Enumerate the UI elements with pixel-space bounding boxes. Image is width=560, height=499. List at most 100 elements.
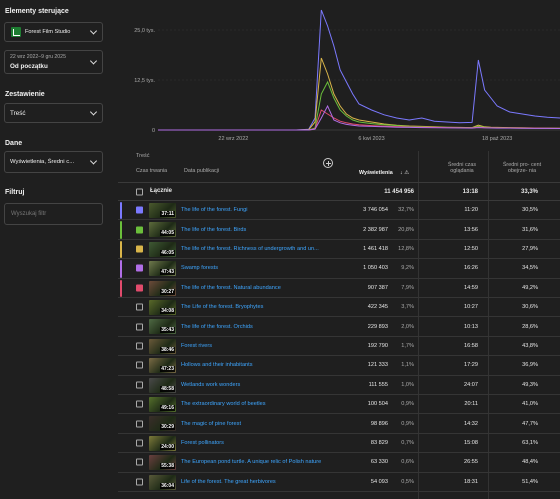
video-title-link[interactable]: The extraordinary world of beetles [181, 401, 266, 408]
series-line [158, 9, 560, 131]
row-checkbox[interactable] [136, 245, 143, 253]
row-checkbox[interactable] [136, 478, 143, 486]
row-checkbox[interactable] [136, 264, 143, 272]
video-title-link[interactable]: Forest pollinators [181, 439, 224, 446]
table-row[interactable]: 47:43 Swamp forests 1 050 403 9,2% 16:26 34,5… [118, 259, 560, 279]
video-thumbnail[interactable]: 30:29 [149, 416, 176, 432]
video-thumbnail[interactable]: 37:11 [149, 203, 176, 218]
video-title-link[interactable]: The life of the forest. Fungi [181, 207, 248, 214]
date-range-label: Od początku [10, 63, 48, 70]
row-checkbox[interactable] [136, 361, 143, 369]
video-thumbnail[interactable]: 24:00 [149, 435, 176, 451]
video-thumbnail[interactable]: 55:38 [149, 455, 176, 471]
table-row[interactable]: 35:43 The life of the forest. Orchids 229 … [118, 317, 560, 337]
add-column-icon[interactable] [323, 158, 333, 168]
metrics-selector[interactable]: Wyświetlenia, Średni c... [4, 151, 103, 173]
table-row[interactable]: 48:58 Wetlands work wonders 111 555 1,0% 24:… [118, 376, 560, 395]
header-avg-time[interactable]: Średni czas oglądania [447, 162, 477, 174]
date-range-selector[interactable]: 22 wrz 2022–9 gru 2025 Od początku [4, 50, 103, 74]
table-row[interactable]: 37:11 The life of the forest. Fungi 3 746 … [118, 201, 560, 221]
row-checkbox[interactable] [136, 226, 143, 234]
row-checkbox[interactable] [136, 342, 143, 350]
table-row[interactable]: 49:16 The extraordinary world of beetles 1… [118, 395, 560, 415]
video-thumbnail[interactable]: 47:23 [149, 358, 176, 374]
video-thumbnail[interactable]: 44:05 [149, 222, 176, 238]
table-column-headers: Czas trwania Data publikacji Wyświetleni… [118, 158, 560, 183]
row-checkbox[interactable] [136, 458, 143, 466]
row-checkbox[interactable] [136, 439, 143, 447]
video-thumbnail[interactable]: 49:16 [149, 397, 176, 412]
row-checkbox[interactable] [136, 284, 143, 292]
row-checkbox[interactable] [136, 420, 143, 428]
metrics-value: Wyświetlenia, Średni c... [10, 159, 75, 165]
row-avg-time: 14:32 [464, 420, 478, 427]
video-thumbnail[interactable]: 35:43 [149, 319, 176, 335]
table-row[interactable]: 44:05 The life of the forest. Birds 2 382 … [118, 220, 560, 240]
video-title-link[interactable]: The European pond turtle. A unique relic… [181, 459, 322, 466]
video-title-link[interactable]: The life of the forest. Orchids [181, 323, 253, 330]
row-views: 3 746 054 [363, 207, 388, 214]
video-title-link[interactable]: The magic of pine forest [181, 420, 242, 427]
channel-selector[interactable]: Forest Film Studio [4, 22, 103, 42]
row-views-share: 9,2% [401, 265, 414, 272]
row-checkbox[interactable] [136, 400, 143, 408]
video-title-link[interactable]: Swamp forests [181, 265, 218, 272]
table-row[interactable]: 30:27 The life of the forest. Natural abu… [118, 279, 560, 298]
video-thumbnail[interactable]: 38:46 [149, 338, 176, 354]
table-row[interactable]: 24:00 Forest pollinators 83 829 0,7% 15:08 63… [118, 434, 560, 454]
row-checkbox[interactable] [136, 323, 143, 331]
table-row[interactable]: 34:08 The Life of the forest. Bryophytes 4… [118, 298, 560, 318]
select-all-checkbox[interactable] [136, 188, 143, 195]
video-title-link[interactable]: The life of the forest. Birds [181, 226, 247, 233]
video-thumbnail[interactable]: 36:04 [149, 474, 176, 490]
row-avg-pct: 34,5% [522, 265, 538, 272]
video-thumbnail[interactable]: 48:58 [149, 377, 176, 393]
data-title: Dane [5, 140, 23, 147]
video-thumbnail[interactable]: 46:05 [149, 241, 176, 257]
video-title-link[interactable]: Wetlands work wonders [181, 381, 241, 388]
sort-arrow-icon[interactable]: ↓ ⚠ [400, 170, 410, 176]
row-views-share: 3,7% [401, 304, 414, 311]
row-views: 83 829 [370, 439, 388, 446]
video-title-link[interactable]: Life of the forest. The great herbivores [181, 478, 276, 485]
header-avg-pct[interactable]: Średni pro- cent obejrze- nia [502, 162, 542, 174]
row-avg-time: 20:11 [464, 401, 478, 408]
header-duration[interactable]: Czas trwania [136, 168, 168, 174]
table-row[interactable]: 55:38 The European pond turtle. A unique … [118, 453, 560, 473]
filter-input[interactable]: Wyszukaj filtr [4, 203, 103, 225]
row-views: 2 382 987 [363, 226, 388, 233]
row-checkbox[interactable] [136, 206, 143, 214]
row-avg-time: 13:56 [464, 226, 478, 233]
table-row[interactable]: 47:23 Hollows and their inhabitants 121 33… [118, 356, 560, 376]
video-duration: 36:04 [160, 482, 175, 489]
header-published[interactable]: Data publikacji [184, 168, 220, 174]
video-title-link[interactable]: Forest rivers [181, 342, 213, 349]
line-chart: 25,0 tys. 12,5 tys. 0 22 wrz 2022 6 kwi 2023… [134, 9, 560, 142]
video-title-link[interactable]: The life of the forest. Richness of unde… [181, 245, 319, 252]
table-row[interactable]: 30:29 The magic of pine forest 98 896 0,9% 1… [118, 414, 560, 434]
row-avg-pct: 36,9% [522, 362, 538, 369]
video-duration: 48:58 [160, 385, 175, 392]
row-avg-pct: 43,8% [522, 342, 538, 349]
video-thumbnail[interactable]: 30:27 [149, 280, 176, 296]
video-title-link[interactable]: Hollows and their inhabitants [181, 362, 253, 369]
video-duration: 47:43 [160, 269, 175, 276]
table-row[interactable]: 36:04 Life of the forest. The great herbi… [118, 473, 560, 492]
date-range-dates: 22 wrz 2022–9 gru 2025 [10, 54, 66, 60]
breakdown-selector[interactable]: Treść [4, 103, 103, 123]
table-row[interactable]: 38:46 Forest rivers 192 790 1,7% 16:58 43,8% [118, 337, 560, 357]
row-views-share: 1,0% [401, 381, 414, 388]
table-row[interactable]: 46:05 The life of the forest. Richness of… [118, 240, 560, 260]
row-avg-time: 14:59 [464, 284, 478, 291]
total-avg-pct: 33,3% [520, 188, 538, 195]
row-views: 100 504 [367, 401, 388, 408]
video-title-link[interactable]: The life of the forest. Natural abundanc… [181, 284, 281, 291]
header-views[interactable]: Wyświetlenia [359, 170, 393, 176]
video-title-link[interactable]: The Life of the forest. Bryophytes [181, 304, 264, 311]
row-checkbox[interactable] [136, 381, 143, 389]
series-color-indicator [120, 202, 122, 220]
video-thumbnail[interactable]: 47:43 [149, 261, 176, 277]
row-checkbox[interactable] [136, 303, 143, 311]
row-avg-time: 16:26 [464, 265, 478, 272]
video-thumbnail[interactable]: 34:08 [149, 300, 176, 315]
